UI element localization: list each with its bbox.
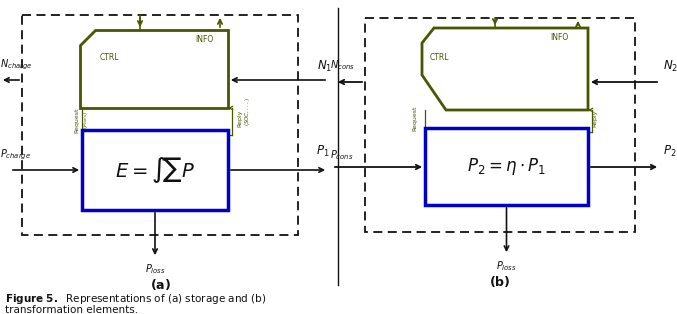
Text: CTRL: CTRL (430, 53, 450, 62)
Text: INFO: INFO (550, 34, 568, 42)
Text: INFO: INFO (195, 35, 213, 45)
Text: $N_2$: $N_2$ (663, 59, 677, 74)
Bar (425, 128, 588, 205)
Polygon shape (80, 30, 228, 108)
Bar (82, 130, 228, 210)
Text: $(P_{cons})$: $(P_{cons})$ (81, 111, 89, 129)
Text: $P_{loss}$: $P_{loss}$ (496, 259, 517, 273)
Text: $N_{charge}$: $N_{charge}$ (0, 57, 32, 72)
Text: Reply: Reply (238, 109, 242, 127)
Text: $P_2 = \eta \cdot P_1$: $P_2 = \eta \cdot P_1$ (467, 156, 546, 177)
Text: $(SOC,...)$: $(SOC,...)$ (244, 98, 253, 126)
Bar (22, 15, 298, 235)
Text: $\bf{(a)}$: $\bf{(a)}$ (150, 277, 171, 292)
Text: $P_{charge}$: $P_{charge}$ (0, 148, 31, 162)
Text: $\bf{Figure\ 5.}$  Representations of (a) storage and (b): $\bf{Figure\ 5.}$ Representations of (a)… (5, 292, 266, 306)
Polygon shape (422, 28, 588, 110)
Bar (365, 18, 635, 232)
Text: $E= \int\!\sum P$: $E= \int\!\sum P$ (115, 155, 195, 185)
Text: CTRL: CTRL (100, 53, 120, 62)
Text: $\bf{(b)}$: $\bf{(b)}$ (489, 274, 510, 289)
Text: $P_{cons}$: $P_{cons}$ (330, 148, 353, 162)
Text: transformation elements.: transformation elements. (5, 305, 138, 314)
Text: $P_1$: $P_1$ (316, 144, 330, 159)
Text: $P_{loss}$: $P_{loss}$ (145, 262, 165, 276)
Text: $N_{cons}$: $N_{cons}$ (330, 58, 355, 72)
Text: $P_2$: $P_2$ (663, 144, 676, 159)
Text: Request: Request (412, 105, 418, 131)
Text: Reply: Reply (592, 109, 598, 127)
Text: Request: Request (74, 107, 79, 133)
Text: $N_1$: $N_1$ (317, 59, 332, 74)
